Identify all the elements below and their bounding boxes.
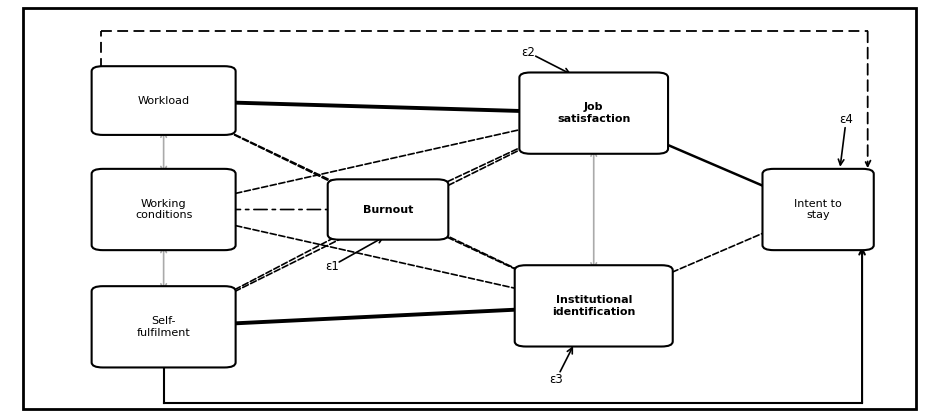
Text: ε3: ε3 bbox=[550, 372, 563, 386]
Text: Job
satisfaction: Job satisfaction bbox=[557, 102, 630, 124]
FancyBboxPatch shape bbox=[92, 286, 236, 367]
Text: Working
conditions: Working conditions bbox=[135, 199, 193, 220]
Text: Institutional
identification: Institutional identification bbox=[552, 295, 636, 317]
Text: Burnout: Burnout bbox=[363, 204, 413, 215]
FancyBboxPatch shape bbox=[514, 265, 673, 347]
Text: Intent to
stay: Intent to stay bbox=[794, 199, 842, 220]
FancyBboxPatch shape bbox=[92, 66, 236, 135]
Text: ε1: ε1 bbox=[325, 259, 338, 273]
FancyBboxPatch shape bbox=[92, 169, 236, 250]
FancyBboxPatch shape bbox=[763, 169, 874, 250]
Text: Workload: Workload bbox=[137, 96, 190, 106]
Text: ε4: ε4 bbox=[840, 113, 853, 126]
FancyBboxPatch shape bbox=[23, 8, 916, 409]
FancyBboxPatch shape bbox=[327, 179, 449, 240]
FancyBboxPatch shape bbox=[520, 72, 668, 154]
Text: ε2: ε2 bbox=[522, 46, 535, 59]
Text: Self-
fulfilment: Self- fulfilment bbox=[137, 316, 191, 338]
